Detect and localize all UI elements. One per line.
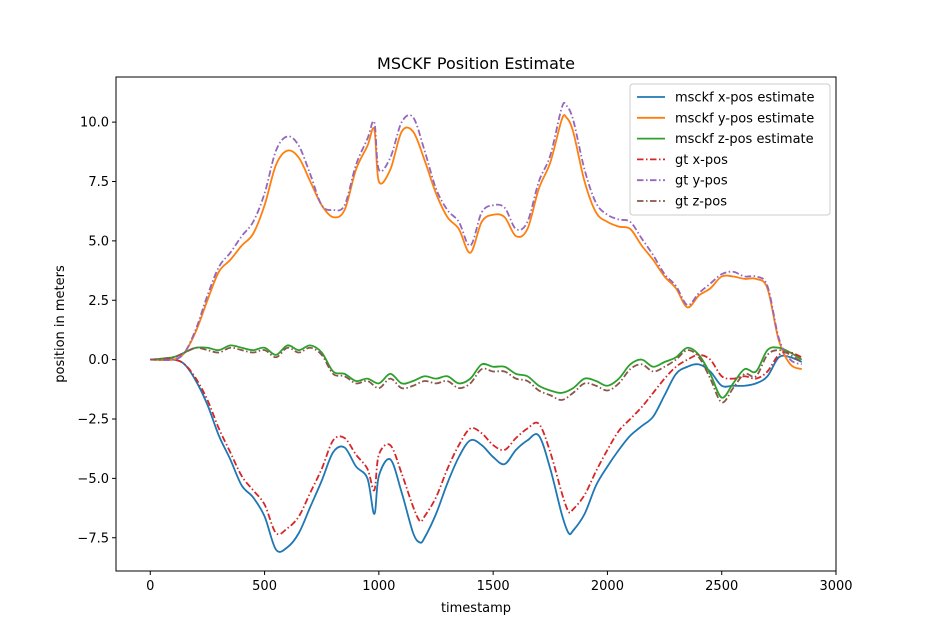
legend-label: gt z-pos <box>675 195 727 210</box>
y-tick-label: −5.0 <box>77 472 109 487</box>
y-tick-label: 5.0 <box>88 234 109 249</box>
x-tick-label: 1000 <box>362 579 395 594</box>
legend-label: gt y-pos <box>675 174 728 189</box>
legend: msckf x-pos estimate msckf y-pos estimate… <box>629 83 831 216</box>
y-tick-label: 2.5 <box>88 294 109 309</box>
legend-label: msckf z-pos estimate <box>675 132 814 147</box>
y-axis: −7.5 −5.0 −2.5 0.0 2.5 5.0 7.5 10.0 <box>77 116 116 546</box>
legend-box <box>629 83 831 216</box>
x-tick-label: 0 <box>146 579 154 594</box>
x-tick-label: 2000 <box>591 579 624 594</box>
series-layer <box>150 101 803 553</box>
legend-label: msckf y-pos estimate <box>675 111 814 126</box>
y-tick-label: 10.0 <box>80 116 109 131</box>
chart-title: MSCKF Position Estimate <box>377 54 575 73</box>
x-tick-label: 1500 <box>477 579 510 594</box>
series-line-5 <box>150 101 803 366</box>
x-axis: 0 500 1000 1500 2000 2500 3000 <box>146 571 853 594</box>
series-line-1 <box>150 354 803 553</box>
y-tick-label: 0.0 <box>88 353 109 368</box>
x-axis-label: timestamp <box>441 601 511 616</box>
series-line-4 <box>150 351 803 536</box>
y-tick-label: 7.5 <box>88 175 109 190</box>
series-line-6 <box>150 346 803 404</box>
y-tick-label: −7.5 <box>77 531 109 546</box>
x-tick-label: 2500 <box>705 579 738 594</box>
y-tick-label: −2.5 <box>77 413 109 428</box>
plot-frame <box>115 76 837 572</box>
series-line-3 <box>150 344 803 399</box>
x-tick-label: 3000 <box>819 579 852 594</box>
x-tick-label: 500 <box>252 579 277 594</box>
y-axis-label: position in meters <box>53 265 68 383</box>
legend-label: msckf x-pos estimate <box>675 91 815 106</box>
legend-label: gt x-pos <box>675 153 728 168</box>
series-line-2 <box>150 114 803 370</box>
